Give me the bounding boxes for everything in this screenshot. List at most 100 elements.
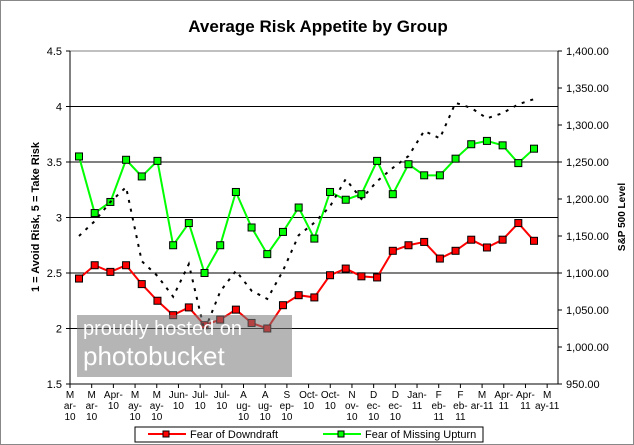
data-point [231, 187, 240, 196]
x-tick-label: 10 [303, 401, 315, 412]
y2-tick-label: 950.00 [566, 379, 600, 391]
x-tick-label: F [457, 390, 463, 401]
x-tick-label: 11 [412, 401, 423, 412]
y-tick-label: 2.5 [47, 268, 62, 280]
y2-tick-label: 1,050.00 [566, 305, 609, 317]
data-point [420, 237, 429, 246]
x-tick-label: A [262, 390, 269, 401]
x-tick-label: ep- [280, 401, 294, 412]
x-tick-label: 11 [520, 401, 531, 412]
data-point [435, 254, 444, 263]
x-tick-label: Apr- [104, 390, 123, 401]
x-tick-label: A [240, 390, 247, 401]
x-tick-label: D [370, 390, 377, 401]
data-point [247, 223, 256, 232]
data-point [341, 195, 350, 204]
x-tick-label: M [88, 390, 96, 401]
y-tick-label: 1.5 [47, 379, 62, 391]
x-tick-label: S [284, 390, 291, 401]
x-tick-label: ug- [258, 401, 272, 412]
y2-tick-label: 1,100.00 [566, 268, 609, 280]
x-tick-label: 10 [346, 412, 358, 423]
x-tick-label: 10 [260, 412, 272, 423]
data-point [388, 190, 397, 199]
y2-tick-label: 1,250.00 [566, 157, 609, 169]
y2-tick-label: 1,300.00 [566, 120, 609, 132]
x-tick-label: ar-11 [471, 401, 494, 412]
x-tick-label: ov- [345, 401, 359, 412]
data-point [373, 273, 382, 282]
x-tick-label: M [478, 390, 486, 401]
x-tick-label: ug- [236, 401, 250, 412]
legend-marker [162, 430, 170, 438]
data-point [482, 243, 491, 252]
x-tick-label: 10 [173, 401, 185, 412]
data-point [278, 227, 287, 236]
data-point [122, 155, 131, 164]
data-point [90, 209, 99, 218]
watermark-line2: photobucket [83, 341, 225, 371]
y-tick-label: 4 [56, 102, 62, 114]
x-tick-label: 10 [325, 401, 337, 412]
x-tick-label: M [66, 390, 74, 401]
data-point [216, 241, 225, 250]
x-tick-label: 10 [86, 412, 98, 423]
x-tick-label: M [131, 390, 139, 401]
data-point [388, 246, 397, 255]
y-tick-label: 2 [56, 324, 62, 336]
watermark-line1: proudly hosted on [83, 318, 243, 340]
data-point [153, 296, 162, 305]
data-point [420, 171, 429, 180]
data-point [137, 280, 146, 289]
data-point [294, 203, 303, 212]
data-point [169, 241, 178, 250]
x-tick-label: M [543, 390, 551, 401]
x-tick-label: 10 [281, 412, 293, 423]
x-tick-label: 10 [390, 412, 402, 423]
x-tick-label: ar- [64, 401, 76, 412]
data-point [498, 141, 507, 150]
data-point [326, 187, 335, 196]
x-tick-label: D [392, 390, 399, 401]
x-tick-label: 11 [434, 412, 445, 423]
x-tick-label: N [348, 390, 355, 401]
x-tick-label: 10 [368, 412, 380, 423]
y-tick-label: 3 [56, 213, 62, 225]
data-point [498, 235, 507, 244]
legend-label: Fear of Downdraft [190, 429, 278, 441]
x-tick-label: eb- [431, 401, 445, 412]
data-point [310, 293, 319, 302]
data-point [404, 160, 413, 169]
data-point [294, 291, 303, 300]
data-point [451, 154, 460, 163]
data-point [435, 171, 444, 180]
y2-tick-label: 1,400.00 [566, 46, 609, 58]
x-tick-label: 10 [195, 401, 207, 412]
data-point [341, 264, 350, 273]
x-tick-label: ay- [128, 401, 142, 412]
x-tick-label: 11 [455, 412, 466, 423]
y2-tick-label: 1,350.00 [566, 83, 609, 95]
data-point [184, 219, 193, 228]
data-point [278, 301, 287, 310]
y-tick-label: 3.5 [47, 157, 62, 169]
x-tick-label: Apr- [494, 390, 513, 401]
x-tick-label: ec- [367, 401, 381, 412]
x-tick-label: M [153, 390, 161, 401]
data-point [200, 269, 209, 277]
data-point [310, 234, 319, 243]
y-tick-label: 4.5 [47, 46, 62, 58]
data-point [263, 250, 272, 259]
legend-label: Fear of Missing Upturn [365, 429, 476, 441]
x-tick-label: 10 [216, 401, 228, 412]
data-point [530, 144, 538, 153]
data-point [514, 159, 523, 168]
data-point [90, 261, 99, 270]
data-point [137, 172, 146, 181]
y2-axis-label: S&P 500 Level [617, 183, 628, 251]
x-tick-label: 10 [130, 412, 142, 423]
x-tick-label: 10 [108, 401, 120, 412]
x-tick-label: ay-11 [535, 401, 560, 412]
data-point [357, 190, 366, 199]
